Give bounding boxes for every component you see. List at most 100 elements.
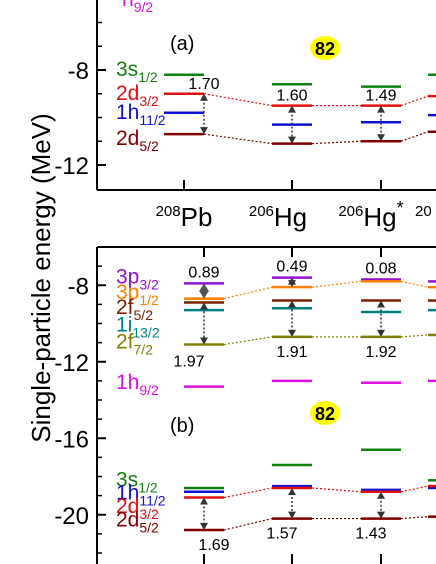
y-axis-label: Single-particle energy (MeV) [26, 113, 56, 442]
state-label: 2d5/2 [116, 127, 159, 154]
state-label: 2d5/2 [116, 508, 159, 535]
level-link [311, 280, 362, 288]
panel-label: (b) [170, 415, 194, 437]
level-link [400, 131, 429, 142]
state-name: 2d [116, 508, 139, 531]
level-link [311, 140, 362, 145]
y-tick-label: -8 [68, 273, 89, 300]
magic-number: 82 [315, 39, 335, 59]
panel-a: -4-8-12208Pb206Hg206Hg*20h9/23s1/22d3/21… [54, 0, 436, 232]
state-label: 1h11/2 [116, 482, 166, 509]
gap-arrow-head-up [288, 487, 296, 495]
column-label-hg206s: 206Hg* [338, 198, 403, 232]
level-link [400, 334, 429, 338]
gap-arrow-head-down [288, 511, 296, 519]
level-link [400, 280, 429, 288]
level-link [203, 133, 273, 145]
gap-arrow-head-down [377, 329, 385, 337]
column-label-hg206: 206Hg [249, 202, 307, 232]
state-name: 2f [116, 331, 134, 354]
gap-value: 1.43 [355, 526, 386, 543]
gap-value: 1.97 [173, 354, 204, 371]
gap-arrow-head-up [200, 93, 208, 101]
state-j: 5/2 [134, 307, 154, 323]
gap-arrow-head-up [377, 491, 385, 499]
gap-value: 1.69 [198, 537, 229, 554]
column-symbol: Hg [363, 202, 396, 232]
magic-number: 82 [315, 404, 335, 424]
state-label: 1i13/2 [116, 313, 160, 340]
gap-value: 1.60 [276, 88, 307, 105]
column-symbol: Pb [181, 202, 213, 232]
state-j: 9/2 [139, 382, 159, 398]
column-mass: 206 [338, 203, 363, 220]
state-name: 3p [116, 266, 139, 289]
state-name: 3s [116, 58, 138, 81]
level-link [223, 286, 273, 300]
state-label: 2d3/2 [116, 82, 159, 109]
state-j: 3/2 [139, 93, 159, 109]
state-name: 2d [116, 495, 139, 518]
gap-value: 1.57 [266, 526, 297, 543]
magic-number-badge [310, 36, 340, 60]
gap-arrow-head-up [200, 302, 208, 310]
column-symbol: Hg [274, 202, 307, 232]
gap-arrow-head-up [200, 497, 208, 505]
gap-arrow-head-down [288, 136, 296, 144]
gap-value: 1.49 [365, 88, 396, 105]
state-j: 5/2 [139, 519, 159, 535]
state-j: 9/2 [134, 0, 154, 15]
gap-value: 1.92 [365, 344, 396, 361]
gap-arrow-head-down [199, 290, 209, 299]
state-j: 3/2 [139, 506, 159, 522]
panel-label: (a) [170, 33, 194, 55]
state-label: 1h9/2 [116, 371, 159, 398]
gap-arrow-head-down [200, 127, 208, 135]
state-label: 3p1/2 [116, 281, 159, 308]
state-j: 11/2 [139, 493, 165, 509]
state-label: 1h11/2 [116, 101, 166, 128]
state-label: h9/2 [122, 0, 153, 15]
gap-arrow-head-up [377, 105, 385, 113]
gap-value: 1.70 [188, 76, 219, 93]
state-name: 1i [116, 313, 132, 336]
state-name: 1h [116, 101, 139, 124]
gap-arrow-head-up [199, 283, 209, 292]
y-tick-label: -20 [54, 503, 89, 530]
state-name: 1h [116, 482, 139, 505]
gap-arrow-head-down [200, 337, 208, 345]
column-star: * [397, 198, 404, 218]
gap-arrow-head-up [288, 300, 296, 308]
state-label: 2d3/2 [116, 495, 159, 522]
state-label: 3p3/2 [116, 266, 159, 293]
column-mass: 208 [156, 203, 181, 220]
level-link [223, 517, 273, 531]
magic-number-badge [310, 401, 340, 425]
y-tick-label: -16 [54, 426, 89, 453]
column-label-pb208: 208Pb [156, 202, 213, 232]
state-name: 3p [116, 281, 139, 304]
state-j: 5/2 [139, 138, 159, 154]
state-name: 3s [116, 468, 138, 491]
state-j: 7/2 [134, 342, 154, 358]
column-label-next: 20 [415, 203, 432, 220]
state-name: 1h [116, 371, 139, 394]
gap-value: 0.49 [276, 259, 307, 276]
state-j: 11/2 [139, 112, 165, 128]
state-label: 2f7/2 [116, 331, 153, 358]
gap-arrow-head-down [288, 280, 296, 288]
state-label: 2f5/2 [116, 296, 153, 323]
level-link [311, 487, 362, 493]
state-j: 1/2 [139, 292, 159, 308]
gap-arrow-head-down [200, 523, 208, 531]
level-link [400, 95, 429, 107]
gap-arrow-head-up [377, 300, 385, 308]
y-tick-label: -8 [68, 58, 89, 85]
gap-arrow-head-down [377, 134, 385, 142]
gap-value: 0.08 [365, 261, 396, 278]
gap-arrow-head-down [288, 329, 296, 337]
panel-b: -8-12-16-203p3/23p1/22f5/21i13/22f7/21h9… [54, 246, 436, 564]
y-tick-label: -12 [54, 153, 89, 180]
y-tick-label: -12 [54, 350, 89, 377]
